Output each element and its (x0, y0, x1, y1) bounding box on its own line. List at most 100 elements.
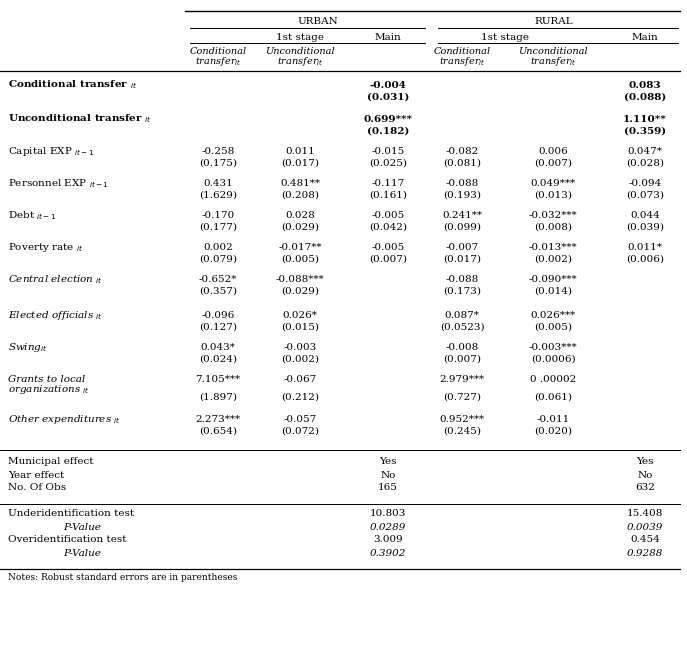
Text: (0.654): (0.654) (199, 426, 237, 435)
Text: (0.245): (0.245) (443, 426, 481, 435)
Text: 0.044: 0.044 (630, 211, 660, 220)
Text: No: No (381, 470, 396, 479)
Text: 0.011*: 0.011* (627, 244, 662, 253)
Text: Municipal effect: Municipal effect (8, 457, 93, 466)
Text: 1.110**: 1.110** (623, 114, 667, 123)
Text: -0.013***: -0.013*** (529, 244, 577, 253)
Text: 2.273***: 2.273*** (195, 415, 240, 424)
Text: -0.117: -0.117 (372, 180, 405, 189)
Text: 0.043*: 0.043* (201, 344, 236, 353)
Text: (1.897): (1.897) (199, 393, 237, 402)
Text: 0.006: 0.006 (538, 147, 568, 156)
Text: (0.193): (0.193) (443, 191, 481, 200)
Text: 0.026*: 0.026* (282, 311, 317, 320)
Text: Debt $_{it-1}$: Debt $_{it-1}$ (8, 209, 56, 222)
Text: 0.241**: 0.241** (442, 211, 482, 220)
Text: (0.008): (0.008) (534, 222, 572, 231)
Text: 10.803: 10.803 (370, 510, 406, 519)
Text: -0.088: -0.088 (445, 180, 479, 189)
Text: 1st stage: 1st stage (481, 32, 529, 41)
Text: 0.9288: 0.9288 (627, 548, 663, 557)
Text: 0 .00002: 0 .00002 (530, 375, 576, 384)
Text: (0.0006): (0.0006) (530, 355, 575, 364)
Text: Unconditional: Unconditional (518, 47, 588, 56)
Text: -0.004: -0.004 (370, 81, 407, 90)
Text: -0.017**: -0.017** (278, 244, 322, 253)
Text: (0.081): (0.081) (443, 158, 481, 167)
Text: 0.0039: 0.0039 (627, 523, 663, 532)
Text: 0.454: 0.454 (630, 536, 660, 545)
Text: Overidentification test: Overidentification test (8, 536, 126, 545)
Text: RURAL: RURAL (534, 17, 573, 26)
Text: -0.096: -0.096 (201, 311, 235, 320)
Text: 165: 165 (378, 483, 398, 492)
Text: (0.039): (0.039) (626, 222, 664, 231)
Text: -0.003***: -0.003*** (529, 344, 577, 353)
Text: transfer$_{it}$: transfer$_{it}$ (277, 54, 324, 67)
Text: 0.047*: 0.047* (627, 147, 662, 156)
Text: (0.007): (0.007) (534, 158, 572, 167)
Text: (0.002): (0.002) (281, 355, 319, 364)
Text: 3.009: 3.009 (373, 536, 403, 545)
Text: 0.011: 0.011 (285, 147, 315, 156)
Text: (0.005): (0.005) (534, 322, 572, 331)
Text: Notes: Robust standard errors are in parentheses: Notes: Robust standard errors are in par… (8, 574, 238, 583)
Text: 1st stage: 1st stage (276, 32, 324, 41)
Text: Year effect: Year effect (8, 470, 65, 479)
Text: transfer$_{it}$: transfer$_{it}$ (194, 54, 241, 67)
Text: (0.025): (0.025) (369, 158, 407, 167)
Text: (0.088): (0.088) (624, 92, 666, 101)
Text: (0.007): (0.007) (443, 355, 481, 364)
Text: 0.0289: 0.0289 (370, 523, 406, 532)
Text: (0.061): (0.061) (534, 393, 572, 402)
Text: Conditional transfer $_{it}$: Conditional transfer $_{it}$ (8, 79, 137, 91)
Text: transfer$_{it}$: transfer$_{it}$ (530, 54, 576, 67)
Text: -0.015: -0.015 (372, 147, 405, 156)
Text: (0.029): (0.029) (281, 222, 319, 231)
Text: 0.431: 0.431 (203, 180, 233, 189)
Text: (0.042): (0.042) (369, 222, 407, 231)
Text: (0.073): (0.073) (626, 191, 664, 200)
Text: (0.024): (0.024) (199, 355, 237, 364)
Text: (0.177): (0.177) (199, 222, 237, 231)
Text: (0.007): (0.007) (369, 255, 407, 264)
Text: Conditional: Conditional (433, 47, 491, 56)
Text: P-Value: P-Value (63, 548, 101, 557)
Text: Capital EXP $_{it-1}$: Capital EXP $_{it-1}$ (8, 145, 94, 158)
Text: 0.481**: 0.481** (280, 180, 320, 189)
Text: Grants to local: Grants to local (8, 375, 85, 384)
Text: Swing$_{it}$: Swing$_{it}$ (8, 342, 48, 355)
Text: (0.127): (0.127) (199, 322, 237, 331)
Text: Main: Main (631, 32, 658, 41)
Text: (0.014): (0.014) (534, 286, 572, 295)
Text: (0.015): (0.015) (281, 322, 319, 331)
Text: (0.212): (0.212) (281, 393, 319, 402)
Text: URBAN: URBAN (297, 17, 339, 26)
Text: (0.002): (0.002) (534, 255, 572, 264)
Text: (0.072): (0.072) (281, 426, 319, 435)
Text: (0.029): (0.029) (281, 286, 319, 295)
Text: -0.652*: -0.652* (199, 275, 237, 284)
Text: -0.088***: -0.088*** (275, 275, 324, 284)
Text: (0.031): (0.031) (367, 92, 409, 101)
Text: (0.020): (0.020) (534, 426, 572, 435)
Text: (0.005): (0.005) (281, 255, 319, 264)
Text: (0.182): (0.182) (367, 127, 409, 136)
Text: 0.049***: 0.049*** (530, 180, 576, 189)
Text: (0.161): (0.161) (369, 191, 407, 200)
Text: Personnel EXP $_{it-1}$: Personnel EXP $_{it-1}$ (8, 178, 109, 191)
Text: (0.359): (0.359) (624, 127, 666, 136)
Text: (0.357): (0.357) (199, 286, 237, 295)
Text: (0.0523): (0.0523) (440, 322, 484, 331)
Text: Yes: Yes (379, 457, 397, 466)
Text: 2.979***: 2.979*** (440, 375, 484, 384)
Text: 632: 632 (635, 483, 655, 492)
Text: -0.007: -0.007 (445, 244, 479, 253)
Text: No. Of Obs: No. Of Obs (8, 483, 66, 492)
Text: Conditional: Conditional (190, 47, 247, 56)
Text: 0.087*: 0.087* (444, 311, 480, 320)
Text: -0.057: -0.057 (283, 415, 317, 424)
Text: 0.083: 0.083 (629, 81, 662, 90)
Text: (0.006): (0.006) (626, 255, 664, 264)
Text: Unconditional: Unconditional (265, 47, 335, 56)
